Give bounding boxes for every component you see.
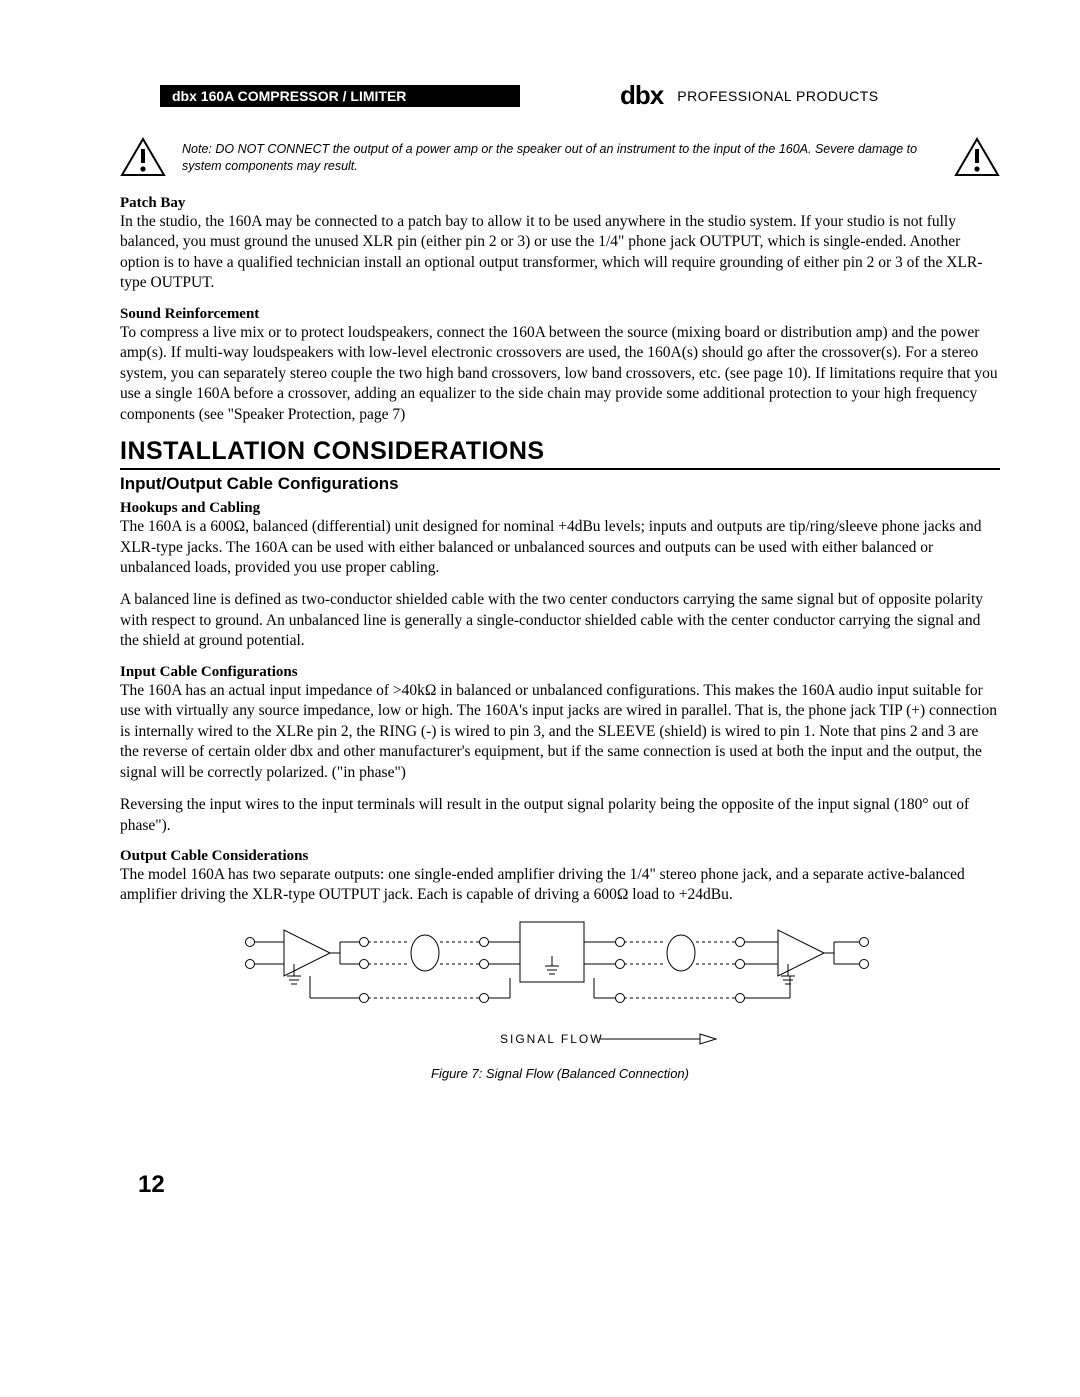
page-container: dbx 160A COMPRESSOR / LIMITER dbx PROFES… [0,0,1080,1259]
brand-tagline: PROFESSIONAL PRODUCTS [677,88,878,104]
patch-bay-heading: Patch Bay [120,195,1000,212]
input-cable-p2: Reversing the input wires to the input t… [120,795,1000,836]
warning-icon [954,137,1000,177]
sound-reinforcement-heading: Sound Reinforcement [120,306,1000,323]
hookups-p2: A balanced line is defined as two-conduc… [120,590,1000,651]
warning-note: Note: DO NOT CONNECT the output of a pow… [166,137,954,175]
signal-flow-diagram: 160A [230,918,890,1058]
header-product-bar: dbx 160A COMPRESSOR / LIMITER [160,85,520,107]
page-header: dbx 160A COMPRESSOR / LIMITER dbx PROFES… [160,80,1000,111]
brand-logo: dbx [620,80,663,111]
sound-reinforcement-body: To compress a live mix or to protect lou… [120,323,1000,425]
input-cable-p1: The 160A has an actual input impedance o… [120,681,1000,783]
output-cable-body: The model 160A has two separate outputs:… [120,865,1000,906]
page-number: 12 [138,1171,1000,1199]
figure-caption: Figure 7: Signal Flow (Balanced Connecti… [120,1066,1000,1081]
installation-title: INSTALLATION CONSIDERATIONS [120,437,1000,470]
warning-icon [120,137,166,177]
signal-flow-label: SIGNAL FLOW [500,1032,604,1046]
hookups-p1: The 160A is a 600Ω, balanced (differenti… [120,517,1000,578]
output-cable-heading: Output Cable Considerations [120,848,1000,865]
figure-box-label: 160A [540,918,564,921]
io-cable-subtitle: Input/Output Cable Configurations [120,474,1000,494]
figure-7: 160A [120,918,1000,1081]
input-cable-heading: Input Cable Configurations [120,664,1000,681]
patch-bay-body: In the studio, the 160A may be connected… [120,212,1000,294]
warning-row: Note: DO NOT CONNECT the output of a pow… [120,137,1000,177]
hookups-heading: Hookups and Cabling [120,500,1000,517]
